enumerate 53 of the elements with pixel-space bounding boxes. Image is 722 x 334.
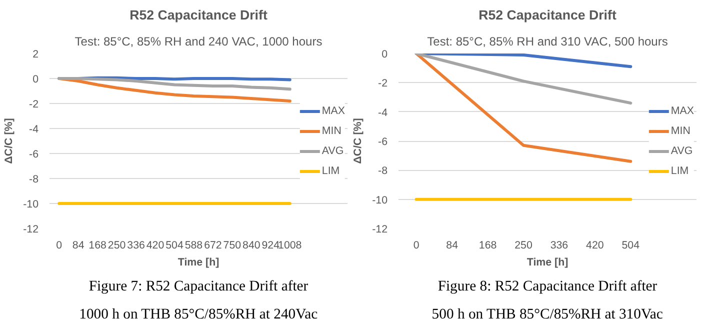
x-tick-label: 84 bbox=[72, 240, 84, 252]
x-tick-label: 0 bbox=[413, 240, 420, 252]
x-tick-label: 420 bbox=[586, 240, 604, 252]
x-axis-title: Time [h] bbox=[178, 256, 220, 268]
x-tick-label: 840 bbox=[242, 240, 260, 252]
x-tick-label: 588 bbox=[184, 240, 203, 252]
y-tick-label: -6 bbox=[378, 136, 388, 148]
y-tick-label: -4 bbox=[29, 124, 39, 136]
x-axis-title: Time [h] bbox=[526, 256, 568, 268]
chart-title: R52 Capacitance Drift bbox=[130, 8, 268, 22]
chart-subtitle: Test: 85°C, 85% RH and 240 VAC, 1000 hours bbox=[74, 34, 322, 48]
x-tick-label: 750 bbox=[223, 240, 242, 252]
y-tick-label: -12 bbox=[372, 224, 388, 236]
x-tick-label: 504 bbox=[166, 240, 184, 252]
chart-title: R52 Capacitance Drift bbox=[478, 8, 617, 22]
legend-label: AVG bbox=[322, 144, 344, 156]
x-tick-label: 672 bbox=[204, 240, 222, 252]
y-tick-label: -2 bbox=[29, 98, 39, 110]
x-tick-label: 0 bbox=[56, 240, 62, 252]
legend-label: MAX bbox=[322, 104, 345, 116]
x-tick-label: 336 bbox=[127, 240, 145, 252]
y-tick-label: -2 bbox=[378, 78, 388, 90]
y-tick-label: -12 bbox=[23, 224, 39, 236]
x-tick-label: 1008 bbox=[278, 240, 302, 252]
y-tick-label: -6 bbox=[29, 148, 39, 160]
x-tick-label: 168 bbox=[478, 240, 497, 252]
x-tick-label: 84 bbox=[446, 240, 458, 252]
caption: Figure 7: R52 Capacitance Drift after 1000 h on THB 85°C/85%RH at 240Vac bbox=[79, 278, 318, 322]
y-tick-label: -8 bbox=[29, 174, 39, 186]
x-tick-label: 504 bbox=[622, 240, 640, 252]
y-tick-label: -10 bbox=[372, 194, 388, 206]
y-tick-label: -8 bbox=[378, 165, 388, 178]
chart-subtitle: Test: 85°C, 85% RH and 310 VAC, 500 hours bbox=[427, 34, 668, 48]
y-tick-label: 2 bbox=[32, 48, 39, 60]
y-tick-label: -4 bbox=[378, 106, 388, 119]
y-tick-label: 0 bbox=[382, 48, 388, 60]
x-tick-label: 924 bbox=[262, 240, 280, 252]
y-axis-title: ΔC/C [%] bbox=[352, 118, 364, 164]
y-tick-label: 0 bbox=[32, 74, 39, 86]
x-tick-label: 250 bbox=[108, 240, 126, 252]
legend-label: AVG bbox=[670, 144, 693, 156]
x-tick-label: 168 bbox=[88, 240, 107, 252]
legend-label: MIN bbox=[670, 124, 691, 136]
legend-label: LIM bbox=[322, 164, 341, 176]
x-tick-label: 336 bbox=[550, 240, 568, 252]
legend-label: LIM bbox=[670, 164, 690, 176]
y-tick-label: -10 bbox=[23, 198, 39, 210]
caption: Figure 8: R52 Capacitance Drift after 500 h on THB 85°C/85%RH at 310Vac bbox=[432, 278, 664, 322]
x-tick-label: 250 bbox=[514, 240, 532, 252]
legend-label: MAX bbox=[670, 104, 694, 116]
x-tick-label: 420 bbox=[146, 240, 164, 252]
y-axis-title: ΔC/C [%] bbox=[3, 118, 16, 164]
legend-label: MIN bbox=[322, 124, 342, 136]
